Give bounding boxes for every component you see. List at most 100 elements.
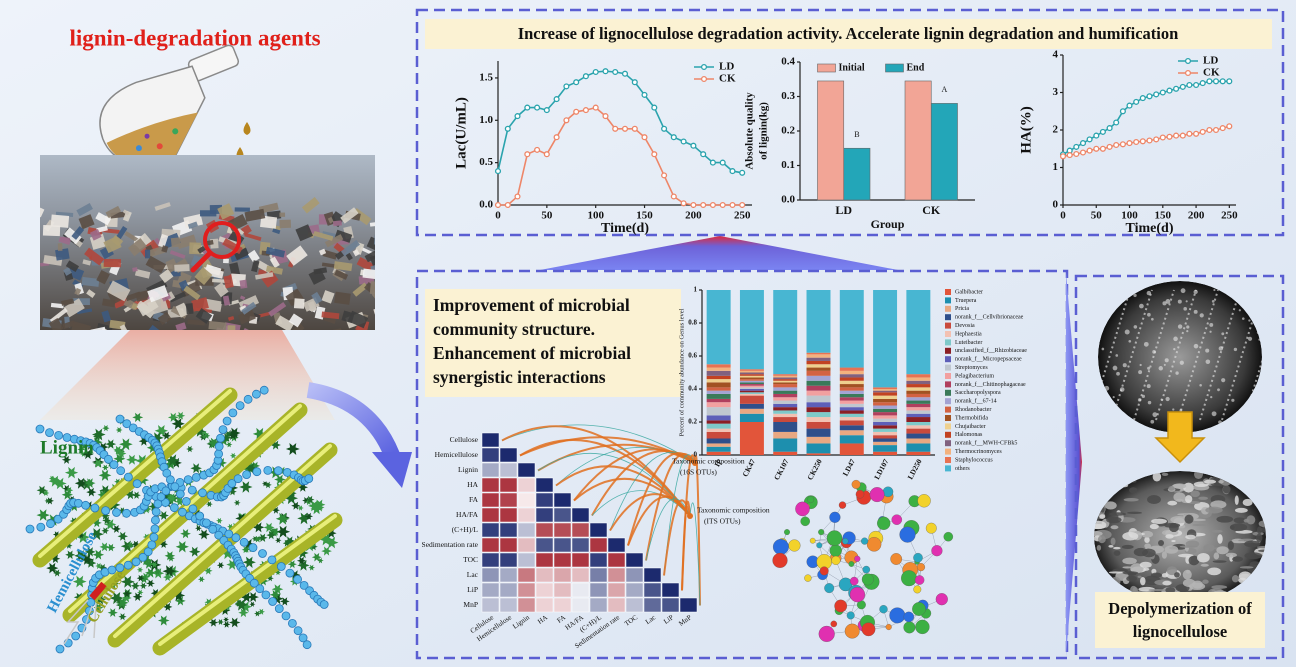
lignin-unit [242, 556, 256, 568]
pit [1165, 396, 1170, 402]
debris-piece [90, 326, 106, 330]
hemicellulose-bead [149, 532, 159, 542]
legend-label: LD [1203, 55, 1218, 67]
bar-segment [773, 407, 798, 411]
lignin-unit [193, 426, 206, 437]
debris-piece [255, 272, 274, 280]
data-point [719, 159, 726, 166]
lignin-unit [166, 493, 177, 503]
legend-label: Pricia [955, 306, 969, 312]
lignin-unit [314, 503, 325, 512]
debris-piece [288, 313, 303, 328]
lignin-unit [52, 531, 61, 538]
data-point [553, 96, 560, 103]
lignin-unit [197, 576, 205, 583]
bar-segment [873, 392, 898, 396]
hemicellulose-bead [46, 519, 55, 529]
lignin-unit [247, 592, 259, 602]
fragment [1148, 588, 1167, 592]
legend-label: Halomonas [955, 432, 983, 438]
row-label: (C+H)/L [452, 525, 479, 534]
lignin-unit [138, 436, 150, 446]
fragment [1147, 495, 1161, 504]
data-point [1219, 125, 1226, 132]
data-point [1133, 138, 1140, 146]
lignin-unit [189, 546, 201, 557]
x-tick-label: 250 [1221, 210, 1238, 222]
debris-piece [295, 224, 314, 242]
network-node [903, 621, 916, 634]
hemicellulose-bead [122, 419, 132, 429]
heatmap-cell [517, 522, 536, 538]
hemicellulose-bead [214, 530, 224, 540]
bar-segment [739, 385, 764, 388]
bar-segment [773, 400, 798, 404]
hemicellulose-bead [281, 611, 291, 621]
bar-segment [806, 385, 831, 391]
lignin-unit [61, 455, 72, 464]
debris-piece [145, 255, 167, 274]
pit [1205, 348, 1210, 353]
lignin-unit [119, 438, 133, 451]
bar-segment [739, 372, 764, 375]
pit [1141, 394, 1146, 399]
fragment [1216, 546, 1229, 555]
fragment [1227, 540, 1235, 551]
heatmap-cell [571, 507, 590, 523]
y-tick-label: 0.2 [688, 418, 697, 426]
lignin-unit [266, 575, 274, 582]
debris-piece [84, 247, 105, 266]
fragment [1209, 476, 1224, 487]
hemicellulose-bead [109, 460, 119, 470]
bar-segment [706, 451, 731, 455]
heatmap-cell [499, 492, 518, 508]
data-point [1166, 87, 1173, 94]
pit [1119, 387, 1125, 392]
heatmap-cell [643, 582, 662, 598]
hemicellulose-bead [319, 600, 329, 609]
lignin-unit [233, 499, 241, 506]
hemicellulose-bead [177, 507, 187, 517]
fragment [1161, 573, 1169, 578]
lignin-unit [113, 453, 126, 464]
pit [1231, 398, 1235, 402]
legend-label: unclassified_f__Rhizobiaceae [955, 347, 1027, 354]
lignin-unit [130, 581, 141, 590]
data-point [1119, 141, 1126, 148]
legend-label: norank_f__67-14 [955, 398, 997, 405]
bar-segment [839, 435, 864, 444]
middle-heading-line: synergistic interactions [433, 367, 606, 387]
link-arc [591, 490, 691, 517]
data-point [1139, 138, 1146, 145]
hemicellulose-bead [107, 565, 117, 575]
pit [1133, 325, 1138, 329]
fragment [1182, 569, 1192, 580]
hemicellulose-bead [263, 465, 273, 475]
lignin-unit [97, 490, 108, 500]
network-node [916, 563, 926, 572]
bar-segment [906, 410, 931, 414]
lignin-unit [92, 549, 105, 560]
bar-segment [806, 354, 831, 358]
debris-piece [61, 298, 75, 306]
bar-segment [806, 364, 831, 368]
hemicellulose-bead [169, 503, 179, 513]
network-node [943, 531, 954, 542]
lignin-unit [109, 592, 124, 605]
fragment [1184, 495, 1193, 504]
fragment [1243, 518, 1250, 523]
network-node [849, 576, 859, 586]
right-heading-box [1095, 592, 1265, 648]
debris-piece [136, 296, 159, 317]
data-point [543, 151, 550, 158]
bar-segment [906, 400, 931, 404]
fragment [1242, 498, 1253, 507]
pit [1116, 371, 1120, 376]
data-point [1066, 152, 1073, 159]
heatmap-cell [589, 537, 608, 553]
bar-segment [706, 431, 731, 439]
lignin-unit [84, 547, 96, 557]
legend-swatch [700, 75, 708, 83]
debris-piece [161, 293, 172, 302]
row-label: Lignin [458, 465, 478, 474]
